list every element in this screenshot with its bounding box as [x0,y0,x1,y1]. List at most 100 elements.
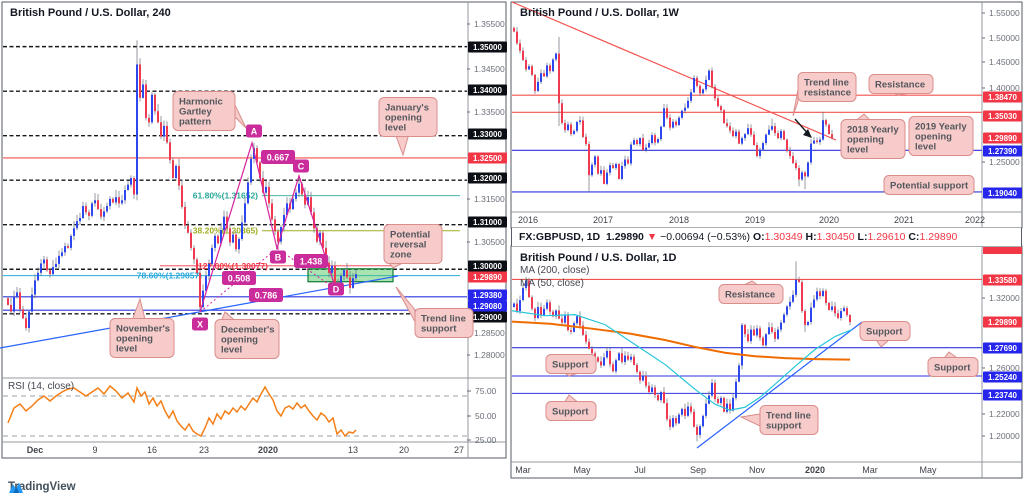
candle-body [780,322,782,330]
price-pill-label: 1.29000 [473,313,502,322]
ma50-line [511,310,853,411]
annotation-callout-text: zone [390,250,412,261]
candle-body [319,232,321,242]
candle-body [582,120,584,137]
candle-body [780,131,782,139]
candle-body [711,70,713,87]
black-price-pill [468,216,507,228]
candle-body [804,172,806,177]
candle-body [262,177,264,193]
annotation-callout-text: November's [116,324,170,335]
candle-body [636,140,638,145]
candle-body [316,228,318,242]
candle-body [684,408,686,416]
candle-body [64,246,66,253]
candle-body [163,125,165,137]
blue-price-pill [468,300,507,312]
candle-body [678,414,680,424]
candle-body [603,170,605,184]
candle-body [789,151,791,157]
candle-body [681,110,683,118]
candle-body [178,165,180,186]
tradingview-brand[interactable]: TradingView [8,481,76,493]
time-axis-label: 2018 [669,215,689,225]
candle-body [618,353,620,361]
candle-body [774,126,776,134]
candle-body [516,303,518,312]
symbol-status-bar[interactable]: FX:GBPUSD, 1D 1.29890 ▼ −0.00694 (−0.53%… [511,228,1022,246]
price-pill-label: 1.29380 [473,291,502,300]
candle-body [678,117,680,126]
fib-level-label: 127.00%(1.30077) [198,261,268,271]
rsi-axis-label: 50.00 [475,411,497,421]
candle-body [49,270,51,275]
candle-body [732,130,734,137]
fib-ratio-tag-label: 0.667 [267,153,290,163]
candle-body [801,172,803,180]
black-price-pill [468,172,507,184]
candle-body [169,142,171,161]
candle-body [82,206,84,219]
axis-tick-label: 1.22000 [989,409,1020,419]
candle-body [588,341,590,349]
candle-body [606,172,608,184]
candle-body [37,272,39,281]
candle-body [241,222,243,239]
candle-body [651,135,653,144]
candle-body [594,156,596,165]
candle-body [621,165,623,179]
annotation-callout-text: pattern [179,117,211,128]
candle-body [181,185,183,207]
candle-body [807,322,809,325]
trend-line [511,1,837,141]
candle-body [822,120,824,140]
axis-tick-label: 1.45000 [989,57,1020,67]
candle-body [540,307,542,316]
candle-body [813,140,815,144]
candle-body [259,162,261,178]
candle-body [675,418,677,424]
candle-body [657,139,659,143]
annotation-callout-text: Trend line [804,78,849,89]
annotation-callout-text: opening [915,132,952,143]
candle-body [711,382,713,396]
candle-body [717,98,719,107]
candle-body [744,324,746,335]
candle-body [750,128,752,135]
candle-body [663,392,665,404]
ticker-high-label: H: [805,231,817,243]
candle-body [591,164,593,176]
candle-body [561,103,563,123]
annotation-callout-text: level [385,123,406,134]
ticker-low-label: L: [857,231,868,243]
annotation-callout-text: 2019 Yearly [915,122,967,133]
candle-body [154,94,156,112]
candle-body [723,397,725,412]
ticker-open-label: O: [752,231,765,243]
time-axis-label: 20 [399,445,409,455]
candle-body [816,291,818,300]
candle-body [546,65,548,77]
candle-body [256,148,258,163]
time-axis-label: Dec [27,445,44,455]
candle-body [513,303,515,308]
candle-body [172,160,174,178]
annotation-callout-text: Potential [390,230,430,241]
candle-body [115,197,117,203]
rsi-line [7,384,357,438]
candle-body [633,356,635,365]
candle-body [142,84,144,98]
price-pill-label: 1.35000 [473,43,502,52]
candle-body [331,265,333,273]
time-axis-label: 2016 [518,215,538,225]
candle-body [576,316,578,324]
candle-body [58,255,60,264]
candle-body [786,139,788,152]
axis-tick-label: 1.40000 [989,83,1020,93]
annotation-callout [378,97,438,137]
candle-body [648,143,650,148]
candle-body [795,162,797,168]
candle-body [843,308,845,312]
candle-body [666,108,668,118]
